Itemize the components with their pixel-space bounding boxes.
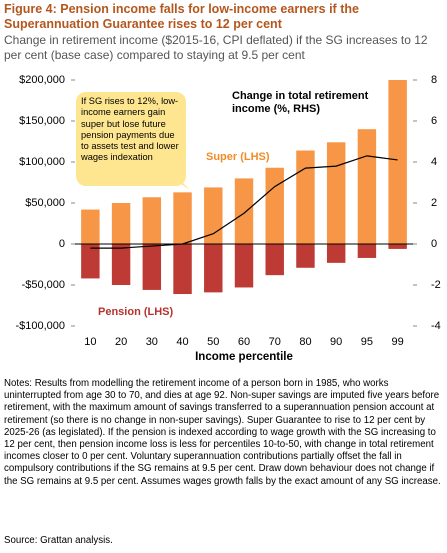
notes: Notes: Results from modelling the retire… [4, 378, 441, 487]
bar [111, 203, 131, 244]
x-tick-label: 95 [361, 336, 373, 348]
chart-subtitle: Change in retirement income ($2015-16, C… [4, 33, 428, 62]
y2-tick-label: 2 [431, 197, 437, 209]
bar [265, 244, 284, 276]
bar [204, 187, 223, 244]
bar [388, 80, 407, 244]
bar [204, 244, 223, 293]
y-tick-label: $150,000 [19, 115, 65, 127]
bar [265, 167, 284, 244]
bar [234, 178, 254, 244]
y-tick-label: 0 [59, 238, 65, 250]
x-tick-label: 40 [176, 336, 188, 348]
bar [388, 244, 407, 249]
x-tick-label: 60 [238, 336, 250, 348]
x-tick-label: 20 [115, 336, 127, 348]
x-tick-label: 99 [392, 336, 404, 348]
bar [111, 244, 131, 285]
source: Source: Grattan analysis. [4, 535, 113, 546]
y2-tick-label: 4 [431, 156, 437, 168]
series-label: Super (LHS) [206, 151, 270, 163]
y2-tick-label: -4 [431, 320, 441, 332]
bar [296, 244, 315, 268]
bar [326, 142, 346, 244]
line [90, 155, 398, 249]
y-tick-label: -$100,000 [15, 320, 65, 332]
bar [142, 197, 162, 244]
y-tick-label: $50,000 [25, 197, 65, 209]
x-tick-label: 80 [299, 336, 311, 348]
y-tick-label: -$50,000 [22, 279, 65, 291]
bar [296, 150, 315, 244]
y-tick-label: $100,000 [19, 156, 65, 168]
series-label: Change in total retirement income (%, RH… [232, 90, 369, 115]
bar [173, 192, 192, 244]
y2-tick-label: 6 [431, 115, 437, 127]
x-tick-label: 90 [330, 336, 342, 348]
x-axis-title: Income percentile [195, 351, 293, 363]
y2-tick-label: 8 [431, 74, 437, 86]
x-tick-label: 30 [146, 336, 158, 348]
y2-tick-label: 0 [431, 238, 437, 250]
x-tick-label: 10 [84, 336, 96, 348]
bar [142, 244, 162, 290]
y-tick-label: $200,000 [19, 74, 65, 86]
x-tick-label: 70 [269, 336, 281, 348]
bar [326, 244, 346, 263]
chart-title: Figure 4: Pension income falls for low-i… [4, 2, 359, 31]
bar [357, 129, 377, 244]
y2-tick-label: -2 [431, 279, 441, 291]
series-label: Pension (LHS) [98, 306, 174, 318]
x-tick-label: 50 [207, 336, 219, 348]
bar [81, 244, 100, 279]
bar [357, 244, 377, 258]
bar [234, 244, 254, 288]
bar [81, 209, 100, 244]
annotation: If SG rises to 12%, low-income earners g… [76, 92, 186, 186]
bar [173, 244, 192, 295]
